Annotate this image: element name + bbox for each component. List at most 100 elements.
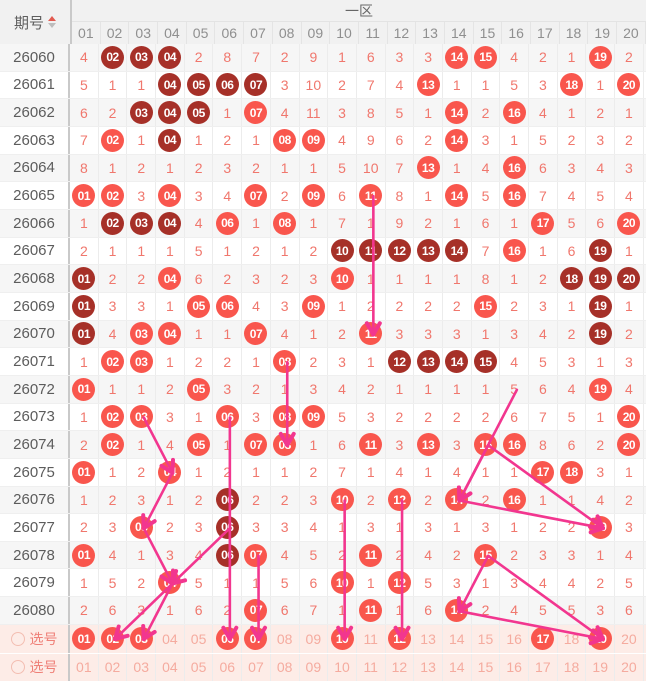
- selection-cell-20[interactable]: 20: [615, 653, 644, 681]
- miss-count: 1: [108, 464, 117, 481]
- selection-cell-10[interactable]: 10: [328, 653, 357, 681]
- miss-count: 4: [395, 464, 404, 481]
- selection-cell-06[interactable]: 06: [213, 653, 243, 681]
- radio-icon[interactable]: [10, 660, 25, 675]
- miss-count: 2: [424, 408, 432, 425]
- cell-26077-18: 2: [558, 514, 587, 541]
- selection-cell-14[interactable]: 14: [443, 653, 472, 681]
- cell-26061-06: 06: [213, 71, 243, 99]
- miss-count: 2: [166, 519, 174, 536]
- selection-cell-15[interactable]: 15: [472, 624, 501, 653]
- selection-cell-11[interactable]: 11: [357, 653, 386, 681]
- drawn-ball-08: 08: [273, 433, 297, 457]
- selectable-number: 18: [563, 630, 580, 647]
- miss-count: 7: [395, 159, 404, 176]
- selection-cell-19[interactable]: 19: [586, 624, 616, 653]
- selection-cell-16[interactable]: 16: [500, 624, 529, 653]
- miss-count: 2: [481, 104, 490, 121]
- selection-cell-12[interactable]: 12: [386, 624, 415, 653]
- miss-count: 4: [538, 104, 547, 121]
- cell-26067-07: 2: [242, 237, 271, 265]
- selection-cell-01[interactable]: 01: [70, 624, 99, 653]
- selection-cell-19[interactable]: 19: [586, 653, 616, 681]
- miss-count: 1: [596, 353, 605, 370]
- sort-icon[interactable]: [48, 16, 56, 28]
- selection-cell-14[interactable]: 14: [443, 624, 472, 653]
- selection-cell-03[interactable]: 03: [127, 653, 157, 681]
- cell-26066-01: 1: [70, 209, 99, 237]
- selection-cell-07[interactable]: 07: [242, 653, 271, 681]
- issue-row-26065: 26065 01 02 3 04 3 4 07 2 09 6 11 8 1 14 5 16 7 4 5 4: [0, 182, 646, 210]
- selection-cell-17[interactable]: 17: [529, 653, 558, 681]
- cell-26069-19: 19: [586, 292, 616, 320]
- selection-cell-13[interactable]: 13: [414, 624, 443, 653]
- miss-count: 1: [625, 464, 633, 481]
- cell-26071-10: 3: [328, 348, 357, 375]
- selection-cell-12[interactable]: 12: [386, 653, 415, 681]
- drawn-ball-14: 14: [445, 45, 469, 69]
- miss-count: 2: [481, 491, 490, 508]
- selection-cell-18[interactable]: 18: [558, 653, 587, 681]
- selection-row-header-2[interactable]: 选号: [0, 653, 70, 681]
- selection-cell-05[interactable]: 05: [185, 653, 214, 681]
- cell-26074-16: 16: [500, 431, 529, 458]
- selection-cell-05[interactable]: 05: [185, 624, 214, 653]
- miss-count: 1: [366, 270, 375, 287]
- selection-cell-17[interactable]: 17: [529, 624, 558, 653]
- selection-cell-04[interactable]: 04: [156, 653, 185, 681]
- selection-cell-11[interactable]: 11: [357, 624, 386, 653]
- drawn-ball-06: 06: [215, 294, 239, 318]
- miss-count: 2: [108, 104, 117, 121]
- selection-cell-04[interactable]: 04: [156, 624, 185, 653]
- drawn-ball-13: 13: [416, 350, 440, 374]
- selection-cell-07[interactable]: 07: [242, 624, 271, 653]
- cell-26062-01: 6: [70, 99, 99, 126]
- selection-cell-13[interactable]: 13: [414, 653, 443, 681]
- issue-number: 26069: [0, 292, 70, 320]
- radio-icon[interactable]: [10, 631, 25, 646]
- miss-count: 1: [223, 436, 232, 453]
- cell-26072-18: 4: [558, 375, 587, 403]
- selection-cell-18[interactable]: 18: [558, 624, 587, 653]
- cell-26061-08: 3: [271, 71, 300, 99]
- selection-cell-02[interactable]: 02: [99, 624, 128, 653]
- miss-count: 2: [538, 49, 547, 66]
- cell-26069-04: 1: [156, 292, 185, 320]
- selection-cell-09[interactable]: 09: [300, 653, 329, 681]
- miss-count: 4: [338, 381, 346, 398]
- miss-count: 1: [79, 574, 88, 591]
- selection-cell-08[interactable]: 08: [271, 624, 300, 653]
- cell-26075-19: 3: [586, 458, 616, 486]
- selectable-number: 05: [190, 659, 207, 676]
- selection-cell-08[interactable]: 08: [271, 653, 300, 681]
- cell-26060-15: 15: [472, 44, 501, 71]
- drawn-ball-04: 04: [158, 184, 182, 208]
- cell-26079-08: 5: [271, 569, 300, 597]
- selection-cell-01[interactable]: 01: [70, 653, 99, 681]
- drawn-ball-11: 11: [359, 433, 383, 457]
- selection-cell-16[interactable]: 16: [500, 653, 529, 681]
- selection-cell-20[interactable]: 20: [615, 624, 644, 653]
- miss-count: 1: [108, 76, 117, 93]
- miss-count: 2: [338, 547, 346, 564]
- selection-cell-10[interactable]: 10: [328, 624, 357, 653]
- cell-26077-14: 1: [443, 514, 472, 541]
- cell-26060-17: 2: [529, 44, 558, 71]
- selection-row-header-1[interactable]: 选号: [0, 624, 70, 653]
- miss-count: 1: [481, 381, 490, 398]
- miss-count: 5: [338, 408, 346, 425]
- cell-26080-13: 6: [414, 597, 443, 624]
- cell-26062-07: 07: [242, 99, 271, 126]
- selection-cell-02[interactable]: 02: [99, 653, 128, 681]
- selection-cell-15[interactable]: 15: [472, 653, 501, 681]
- cell-26074-07: 07: [242, 431, 271, 458]
- drawn-ball-03: 03: [129, 211, 153, 235]
- miss-count: 1: [452, 270, 461, 287]
- selection-cell-03[interactable]: 03: [127, 624, 157, 653]
- cell-26076-12: 12: [386, 486, 415, 514]
- selection-cell-06[interactable]: 06: [213, 624, 243, 653]
- drawn-ball-19: 19: [588, 267, 612, 291]
- issue-column-header[interactable]: 期号: [0, 0, 72, 44]
- issue-number: 26078: [0, 541, 70, 569]
- selection-cell-09[interactable]: 09: [300, 624, 329, 653]
